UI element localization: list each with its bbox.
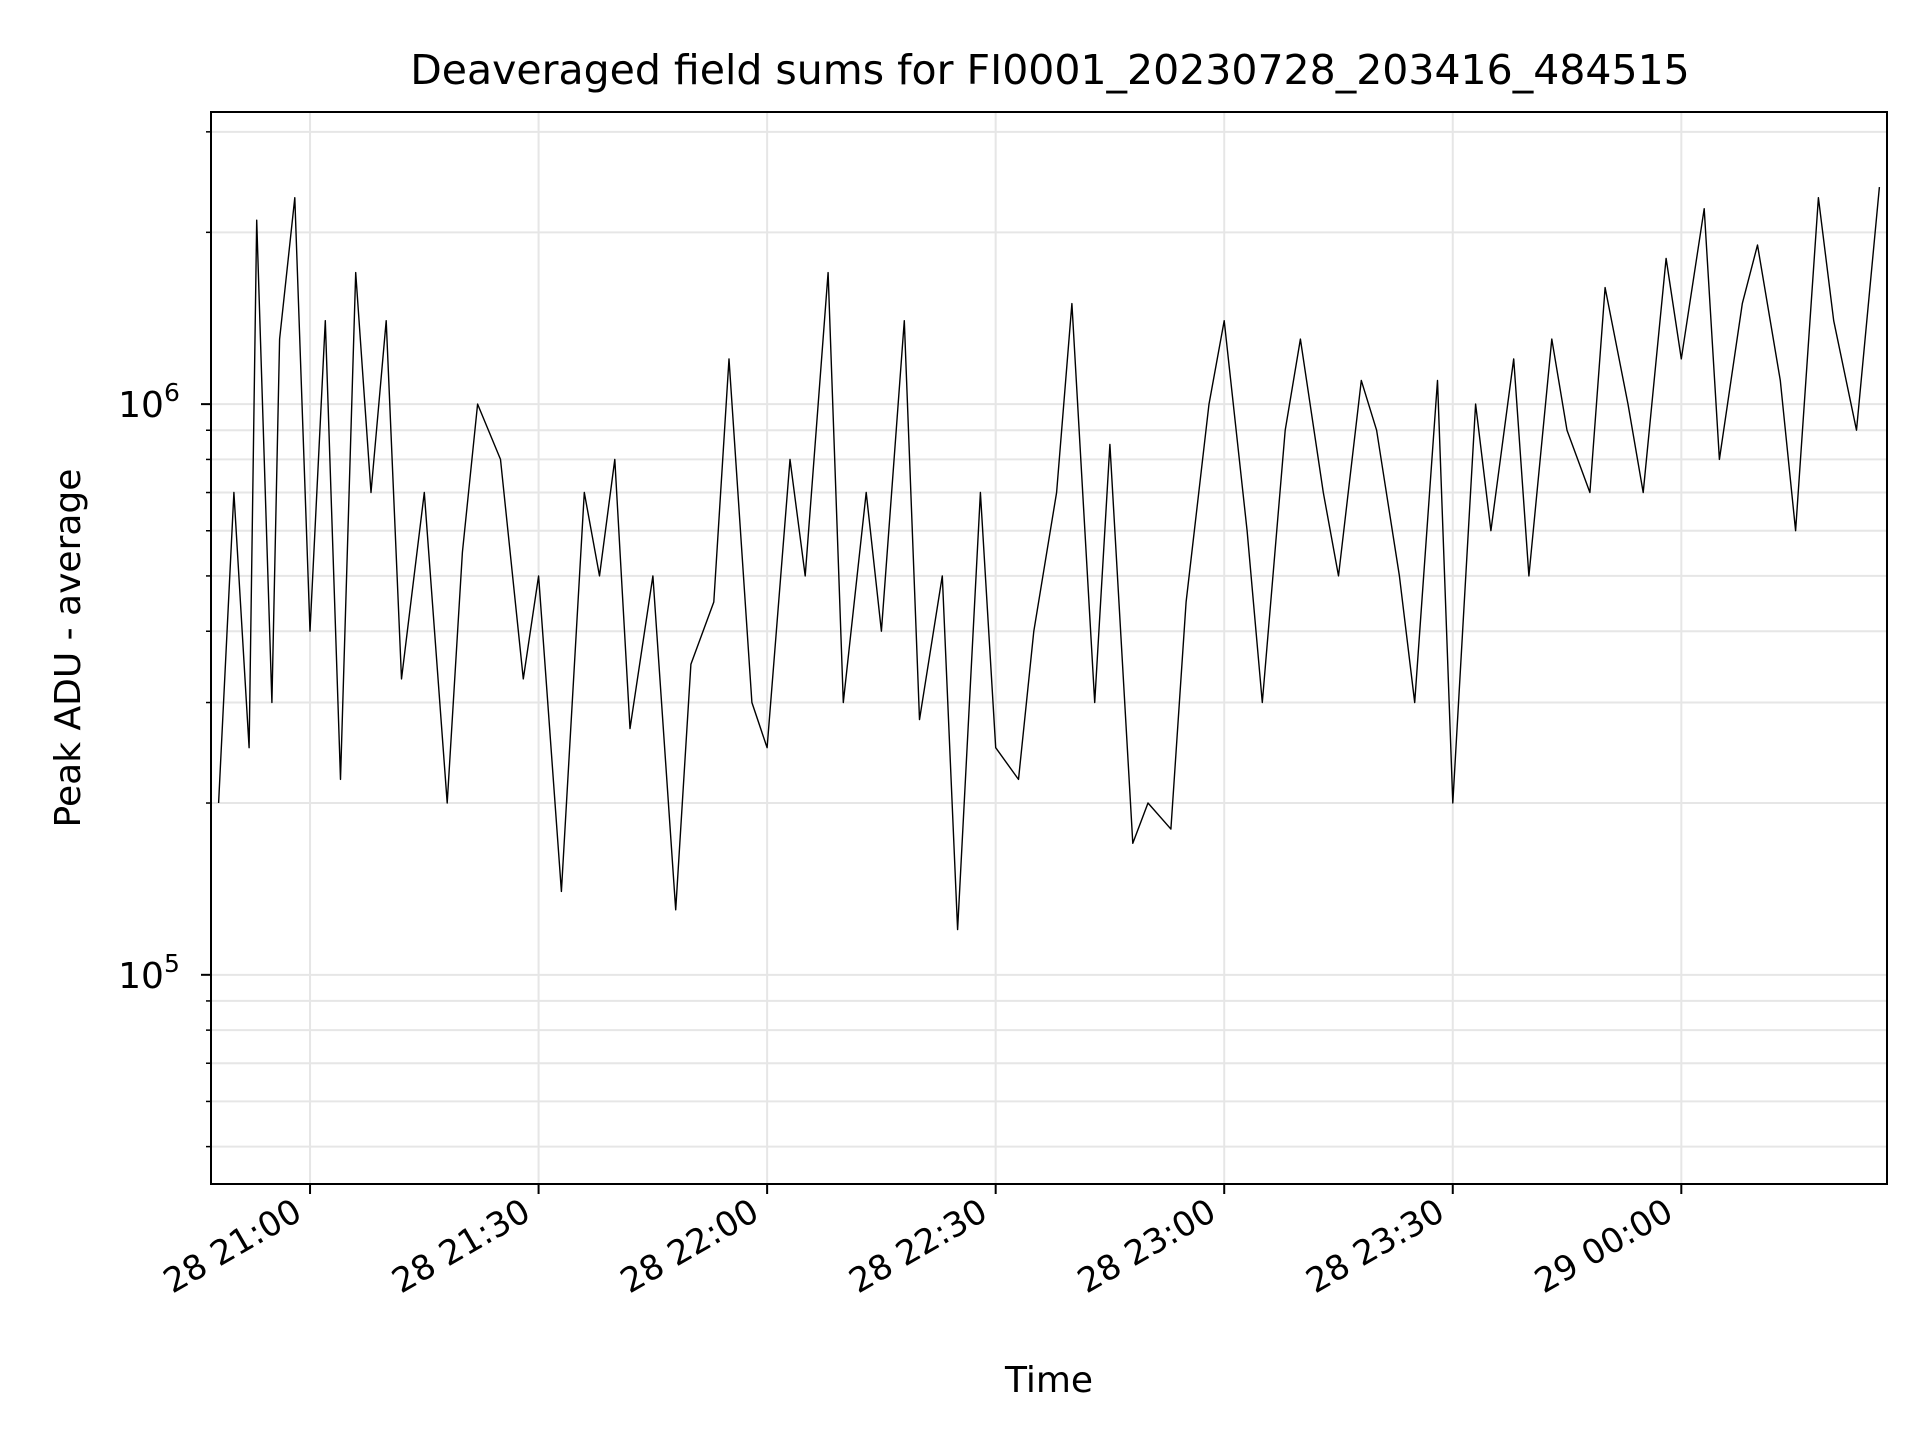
y-axis-label: Peak ADU - average bbox=[48, 469, 89, 828]
x-axis-label: Time bbox=[1004, 1360, 1093, 1401]
y-axis: 105 106 bbox=[118, 131, 211, 1148]
plot-frame bbox=[210, 111, 1888, 1185]
series-layer bbox=[217, 187, 1881, 931]
data-series-line bbox=[217, 187, 1881, 931]
chart-title: Deaveraged field sums for FI0001_2023072… bbox=[410, 46, 1690, 94]
y-tick-label: 105 bbox=[118, 949, 180, 997]
grid bbox=[211, 112, 1887, 1184]
y-tick-label: 106 bbox=[118, 378, 180, 426]
